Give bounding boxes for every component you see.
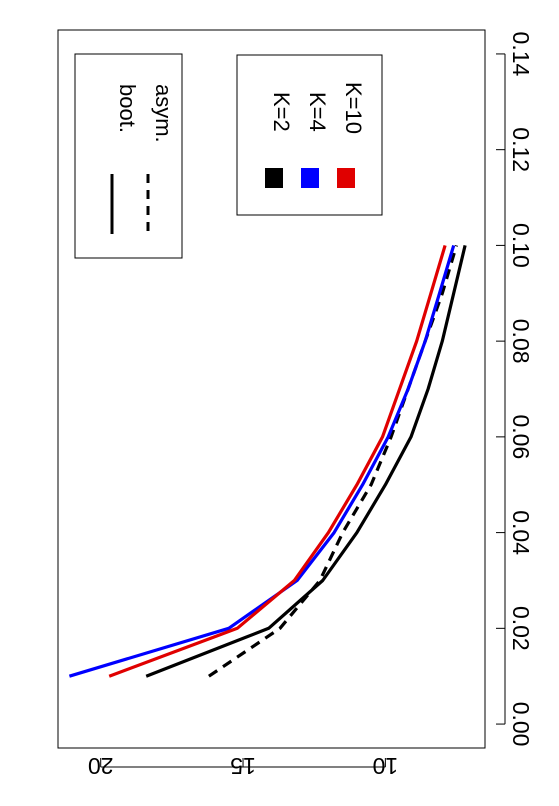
- x-tick-label: 0.06: [508, 414, 534, 459]
- legend-k4-swatch: [301, 168, 319, 188]
- x-tick-label: 0.02: [508, 606, 534, 651]
- y-tick-label: 15: [230, 753, 256, 779]
- legend-k2-label: K=2: [269, 92, 294, 132]
- y-tick-label: 10: [373, 753, 399, 779]
- y-tick-label: 20: [88, 753, 114, 779]
- plot-frame: [57, 29, 486, 749]
- y-axis: 10 15 20: [88, 753, 398, 779]
- series-line: [68, 244, 456, 678]
- legend-color-k-box: [236, 54, 383, 216]
- legend-k10-swatch: [337, 168, 355, 188]
- series-layer: [68, 244, 467, 678]
- x-tick-label: 0.00: [508, 702, 534, 747]
- series-line: [145, 245, 467, 678]
- legend-k2-swatch: [265, 168, 283, 188]
- legend-asym-label: asym.: [151, 84, 176, 143]
- legend-line-type-box: [74, 53, 183, 259]
- series-line: [208, 244, 459, 678]
- legend-k4-label: K=4: [305, 92, 330, 132]
- x-axis: 0.00 0.02 0.04 0.06 0.08 0.10 0.12 0.14: [496, 32, 534, 747]
- legend-color-k: K=2 K=4 K=10: [236, 54, 383, 216]
- x-tick-label: 0.04: [508, 510, 534, 555]
- x-tick-label: 0.08: [508, 319, 534, 364]
- legend-k10-label: K=10: [341, 82, 366, 134]
- series-line: [108, 244, 447, 678]
- x-tick-label: 0.10: [508, 223, 534, 268]
- x-tick-label: 0.12: [508, 127, 534, 172]
- legend-line-type: boot. asym.: [74, 53, 183, 259]
- x-tick-label: 0.14: [508, 32, 534, 77]
- legend-boot-label: boot.: [115, 84, 140, 133]
